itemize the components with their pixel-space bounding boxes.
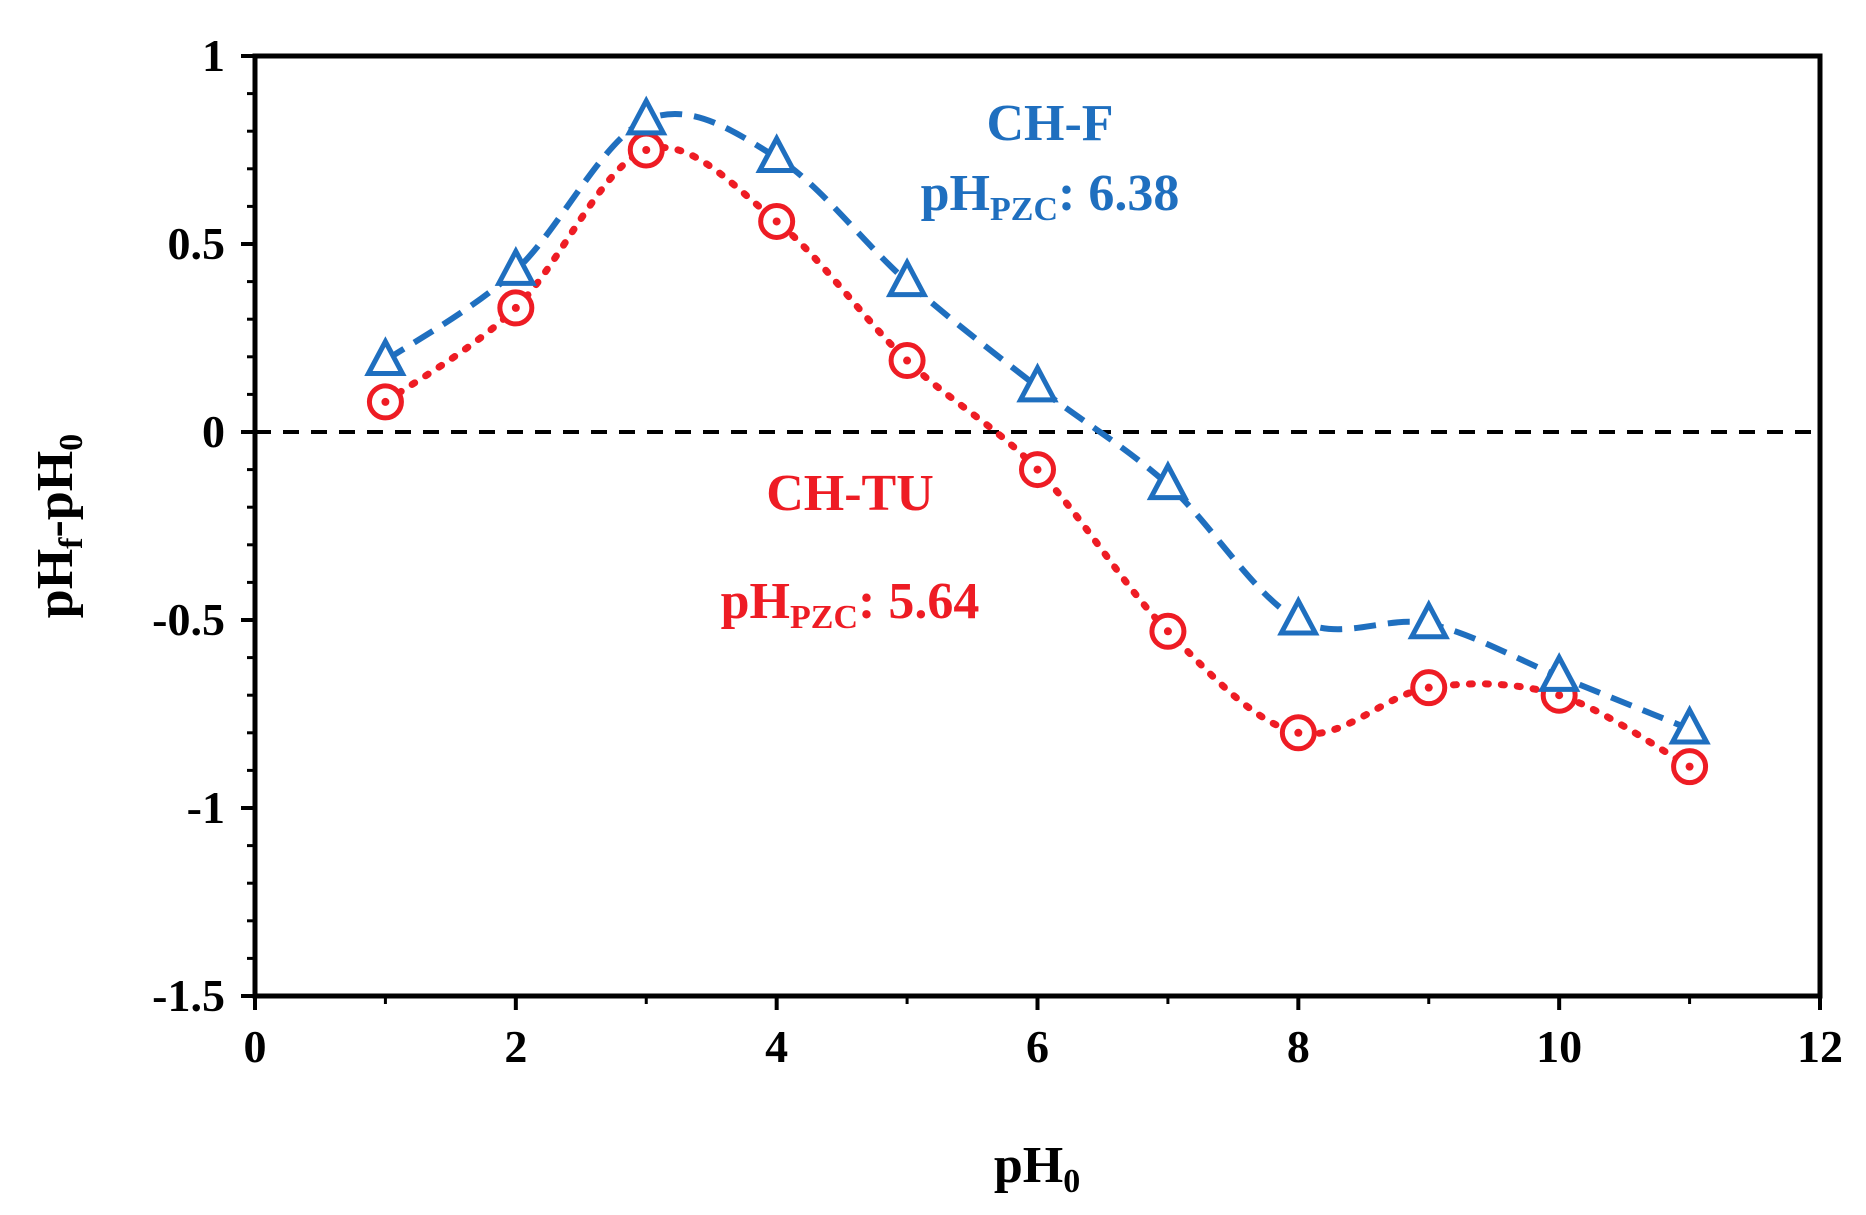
x-tick-label: 2 bbox=[504, 1021, 527, 1072]
data-point-center-ch-tu bbox=[1424, 683, 1433, 692]
y-tick-label: 0 bbox=[202, 406, 225, 457]
data-point-center-ch-tu bbox=[642, 146, 651, 154]
data-point-ch-f bbox=[1668, 704, 1711, 745]
data-point-center-ch-tu bbox=[381, 397, 390, 406]
ch-f-label: CH-F bbox=[986, 95, 1113, 152]
x-tick-label: 8 bbox=[1287, 1021, 1310, 1072]
data-point-ch-f bbox=[364, 336, 407, 377]
x-axis-ticks: 0 2 4 6 8 10 12 bbox=[244, 996, 1843, 1072]
data-point-ch-f bbox=[1146, 460, 1190, 501]
data-point-center-ch-tu bbox=[772, 217, 781, 226]
x-tick-label: 6 bbox=[1026, 1021, 1049, 1072]
data-point-ch-f bbox=[625, 95, 668, 136]
x-axis-title: pH0 bbox=[994, 1137, 1080, 1200]
series-ch-f bbox=[364, 95, 1711, 745]
x-tick-label: 12 bbox=[1797, 1021, 1843, 1072]
y-tick-label: -1 bbox=[187, 782, 225, 833]
x-tick-label: 0 bbox=[244, 1021, 267, 1072]
data-point-ch-f bbox=[1538, 652, 1581, 692]
series-layer bbox=[364, 95, 1711, 786]
data-point-center-ch-tu bbox=[1555, 691, 1564, 700]
data-point-ch-f bbox=[1016, 362, 1059, 403]
ch-f-pzc-label: pHPZC: 6.38 bbox=[921, 165, 1180, 228]
y-tick-label: -1.5 bbox=[152, 970, 225, 1021]
data-point-center-ch-tu bbox=[511, 303, 520, 312]
y-axis-ticks: 1 0.5 0 -0.5 -1 -1.5 bbox=[152, 30, 255, 1021]
y-tick-label: 1 bbox=[202, 30, 225, 81]
data-point-ch-f bbox=[1407, 599, 1450, 640]
data-point-ch-f bbox=[1277, 595, 1320, 636]
x-tick-label: 10 bbox=[1536, 1021, 1582, 1072]
data-point-center-ch-tu bbox=[903, 356, 912, 365]
ch-tu-label: CH-TU bbox=[766, 465, 934, 522]
data-point-ch-f bbox=[885, 257, 929, 298]
y-tick-label: -0.5 bbox=[152, 594, 225, 645]
data-point-center-ch-tu bbox=[1163, 627, 1172, 636]
data-point-center-ch-tu bbox=[1294, 728, 1303, 737]
y-tick-label: 0.5 bbox=[168, 218, 226, 269]
y-axis-title: pHf-pH0 bbox=[27, 434, 90, 618]
ch-tu-pzc-label: pHPZC: 5.64 bbox=[721, 573, 980, 636]
x-tick-label: 4 bbox=[765, 1021, 788, 1072]
series-line-ch-f bbox=[383, 110, 1691, 732]
data-point-ch-f bbox=[494, 245, 537, 286]
data-point-center-ch-tu bbox=[1685, 762, 1694, 771]
data-point-ch-f bbox=[755, 133, 798, 174]
series-ch-tu bbox=[366, 131, 1709, 786]
data-point-center-ch-tu bbox=[1033, 465, 1042, 474]
